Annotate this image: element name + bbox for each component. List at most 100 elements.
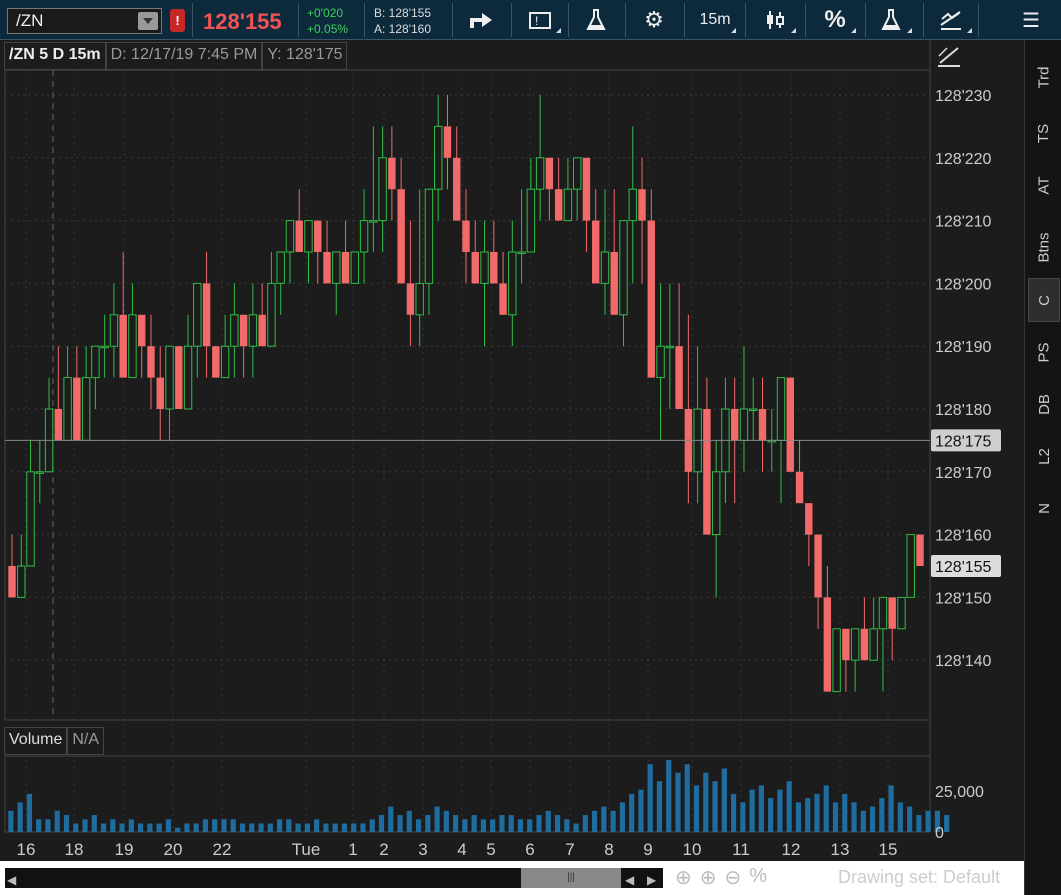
candle-body — [916, 534, 924, 566]
volume-bar — [434, 806, 440, 832]
percent-icon[interactable]: % — [749, 865, 768, 887]
volume-tick-label: 25,000 — [935, 784, 984, 801]
volume-bar — [490, 819, 496, 832]
price-chart[interactable]: 128'230 128'220 128'210 128'200 128'190 128'1… — [0, 40, 1024, 860]
volume-bar — [721, 768, 727, 832]
candle-body — [323, 252, 331, 284]
volume-bar — [360, 823, 366, 832]
candle-body — [526, 188, 536, 253]
volume-bar — [82, 819, 88, 832]
volume-bar — [388, 806, 394, 832]
candle-body — [17, 565, 26, 598]
candle-body — [35, 471, 45, 474]
price-tick-label: 128'170 — [935, 465, 992, 482]
studies-button[interactable]: ! — [515, 4, 565, 36]
candle-body — [369, 220, 378, 223]
zoom-in-icon[interactable]: ⊕ — [699, 867, 717, 889]
candle-body — [424, 188, 434, 284]
drawing-set-selector[interactable]: Drawing set: Default — [838, 867, 1001, 887]
alert-badge[interactable]: ! — [170, 9, 185, 32]
flask-icon — [881, 9, 901, 30]
chevron-right-icon[interactable]: ▶ — [647, 873, 657, 887]
candle-body — [26, 471, 35, 567]
volume-bar — [601, 806, 607, 832]
candle-body — [406, 283, 415, 315]
time-tick-label: 20 — [164, 840, 183, 859]
price-tick-label: 128'160 — [935, 528, 992, 545]
symbol-selector[interactable]: /ZN — [7, 8, 162, 34]
candle-body — [350, 251, 360, 284]
volume-bar — [786, 781, 792, 832]
volume-bar — [63, 815, 70, 832]
horizontal-scrollbar[interactable]: ◀ ||| ◀ ▶ — [5, 868, 663, 888]
tab-trd[interactable]: Trd — [1028, 54, 1060, 100]
chart-type-button[interactable] — [750, 4, 800, 36]
scrollbar-thumb[interactable]: ||| — [521, 868, 621, 888]
net-change: +0'020 — [307, 6, 343, 20]
tab-c[interactable]: C — [1028, 278, 1060, 322]
candle-body — [656, 345, 665, 379]
candle-body — [592, 220, 600, 284]
timeframe-button[interactable]: 15m — [690, 4, 740, 36]
chevron-down-icon[interactable] — [138, 12, 158, 30]
volume-bar — [527, 819, 533, 832]
tab-btns[interactable]: Btns — [1028, 220, 1060, 274]
candle-body — [545, 157, 554, 190]
tab-ts[interactable]: TS — [1028, 110, 1060, 156]
candle-body — [63, 377, 72, 441]
drawing-toggle-button[interactable] — [935, 44, 963, 70]
tab-at[interactable]: AT — [1028, 162, 1060, 208]
divider — [684, 3, 685, 37]
tab-label: AT — [1035, 175, 1053, 195]
chevron-left-icon[interactable]: ◀ — [7, 873, 17, 887]
volume-bar — [916, 815, 922, 832]
tab-db[interactable]: DB — [1028, 382, 1060, 426]
tab-label: TS — [1035, 123, 1053, 143]
candle-body — [906, 534, 915, 598]
candle-body — [109, 314, 119, 347]
flask-menu-button[interactable] — [866, 4, 916, 36]
flask-button[interactable] — [571, 4, 621, 36]
volume-bar — [415, 819, 422, 832]
last-price: 128'155 — [203, 9, 282, 34]
candle-body — [823, 597, 832, 692]
volume-bar — [453, 815, 459, 832]
tab-n[interactable]: N — [1028, 486, 1060, 530]
tab-l2[interactable]: L2 — [1028, 434, 1060, 478]
candle-body — [156, 377, 164, 409]
chevron-left-icon[interactable]: ◀ — [625, 873, 635, 887]
candle-body — [638, 189, 646, 221]
drawing-tools-button[interactable] — [926, 4, 976, 36]
candle-body — [711, 471, 721, 536]
menu-button[interactable]: ☰ — [1006, 4, 1056, 36]
settings-button[interactable]: ⚙ — [629, 4, 679, 36]
candle-body — [480, 251, 489, 284]
volume-bar — [175, 827, 181, 832]
candle-body — [739, 408, 749, 441]
percent-label: % — [824, 6, 846, 33]
chart-area[interactable]: 128'230 128'220 128'210 128'200 128'190 128'1… — [0, 40, 1024, 860]
timeframe-label: 15m — [699, 11, 731, 28]
candle-body — [490, 252, 498, 284]
candle-body — [100, 345, 109, 349]
volume-bar — [666, 760, 672, 832]
crosshair-icon[interactable]: ⊕ — [675, 867, 692, 889]
candle-body — [453, 157, 461, 221]
volume-bar — [8, 810, 14, 832]
crosshair-date: D: 12/17/19 7:45 PM — [105, 42, 263, 70]
volume-bar — [619, 802, 625, 832]
volume-bar — [851, 802, 857, 832]
volume-bar — [703, 772, 709, 832]
tab-ps[interactable]: PS — [1028, 330, 1060, 374]
volume-bar — [17, 802, 23, 832]
percent-button[interactable]: % — [810, 4, 860, 36]
volume-bar — [100, 823, 107, 832]
zoom-out-icon[interactable]: ⊖ — [724, 867, 742, 889]
share-button[interactable] — [456, 4, 506, 36]
volume-bar — [369, 819, 375, 832]
volume-bar — [193, 823, 199, 832]
time-tick-label: 8 — [604, 840, 613, 859]
candle-body — [415, 282, 424, 316]
volume-bar — [304, 823, 310, 832]
volume-bar — [91, 815, 97, 832]
